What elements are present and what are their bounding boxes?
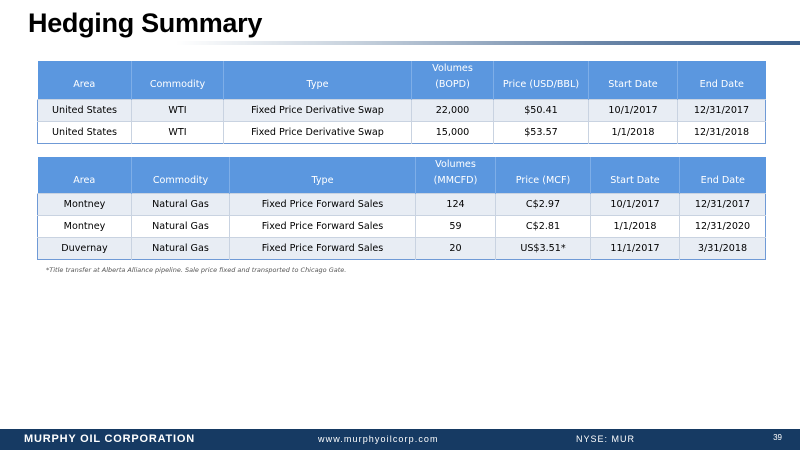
table-row: Montney Natural Gas Fixed Price Forward …	[37, 193, 766, 216]
header-start-date: Start Date	[590, 157, 680, 194]
table-row: United States WTI Fixed Price Derivative…	[37, 99, 766, 122]
cell-commodity: Natural Gas	[131, 215, 230, 238]
header-volumes-unit: (MMCFD)	[433, 175, 478, 186]
footer-company-name: MURPHY OIL CORPORATION	[24, 433, 195, 445]
header-volumes-unit: (BOPD)	[435, 79, 470, 90]
gas-hedging-table: Area Commodity Type Volumes (MMCFD) Price…	[37, 157, 766, 260]
cell-volumes: 59	[415, 215, 496, 238]
table-row: Duvernay Natural Gas Fixed Price Forward…	[37, 237, 766, 260]
header-commodity: Commodity	[131, 157, 230, 194]
cell-price: C$2.81	[495, 215, 591, 238]
table-row: United States WTI Fixed Price Derivative…	[37, 121, 766, 144]
table-header-row: Area Commodity Type Volumes (BOPD) Price …	[37, 61, 766, 100]
cell-area: United States	[37, 99, 132, 122]
header-area: Area	[37, 61, 132, 100]
cell-volumes: 22,000	[411, 99, 494, 122]
header-volumes: Volumes (MMCFD)	[415, 157, 496, 194]
cell-type: Fixed Price Derivative Swap	[223, 121, 412, 144]
cell-commodity: Natural Gas	[131, 193, 230, 216]
cell-area: Montney	[37, 215, 132, 238]
cell-start-date: 11/1/2017	[590, 237, 680, 260]
cell-price: $50.41	[493, 99, 589, 122]
cell-end-date: 12/31/2017	[677, 99, 766, 122]
header-end-date: End Date	[679, 157, 766, 194]
footer-website: www.murphyoilcorp.com	[318, 434, 439, 444]
cell-type: Fixed Price Forward Sales	[229, 215, 416, 238]
footer-bar: MURPHY OIL CORPORATION www.murphyoilcorp…	[0, 429, 800, 450]
cell-price: US$3.51*	[495, 237, 591, 260]
footnote: *Title transfer at Alberta Alliance pipe…	[46, 266, 347, 274]
cell-area: Duvernay	[37, 237, 132, 260]
cell-commodity: Natural Gas	[131, 237, 230, 260]
cell-end-date: 12/31/2020	[679, 215, 766, 238]
cell-end-date: 12/31/2017	[679, 193, 766, 216]
cell-start-date: 1/1/2018	[588, 121, 678, 144]
header-volumes-label: Volumes	[435, 159, 476, 170]
cell-volumes: 15,000	[411, 121, 494, 144]
title-divider	[0, 41, 800, 45]
cell-volumes: 20	[415, 237, 496, 260]
table-header-row: Area Commodity Type Volumes (MMCFD) Price…	[37, 157, 766, 194]
slide-title: Hedging Summary	[28, 8, 263, 38]
cell-end-date: 12/31/2018	[677, 121, 766, 144]
cell-commodity: WTI	[131, 99, 224, 122]
header-type: Type	[229, 157, 416, 194]
footer-ticker: NYSE: MUR	[576, 434, 636, 444]
cell-area: Montney	[37, 193, 132, 216]
cell-type: Fixed Price Forward Sales	[229, 237, 416, 260]
header-commodity: Commodity	[131, 61, 224, 100]
cell-end-date: 3/31/2018	[679, 237, 766, 260]
header-price: Price (MCF)	[495, 157, 591, 194]
cell-start-date: 10/1/2017	[590, 193, 680, 216]
header-end-date: End Date	[677, 61, 766, 100]
cell-start-date: 10/1/2017	[588, 99, 678, 122]
cell-type: Fixed Price Forward Sales	[229, 193, 416, 216]
header-price: Price (USD/BBL)	[493, 61, 589, 100]
table-row: Montney Natural Gas Fixed Price Forward …	[37, 215, 766, 238]
header-type: Type	[223, 61, 412, 100]
header-area: Area	[37, 157, 132, 194]
cell-start-date: 1/1/2018	[590, 215, 680, 238]
cell-price: $53.57	[493, 121, 589, 144]
oil-hedging-table: Area Commodity Type Volumes (BOPD) Price …	[37, 61, 766, 144]
header-volumes: Volumes (BOPD)	[411, 61, 494, 100]
cell-price: C$2.97	[495, 193, 591, 216]
page-number: 39	[773, 433, 782, 442]
cell-type: Fixed Price Derivative Swap	[223, 99, 412, 122]
header-volumes-label: Volumes	[432, 63, 473, 74]
cell-volumes: 124	[415, 193, 496, 216]
cell-area: United States	[37, 121, 132, 144]
cell-commodity: WTI	[131, 121, 224, 144]
header-start-date: Start Date	[588, 61, 678, 100]
